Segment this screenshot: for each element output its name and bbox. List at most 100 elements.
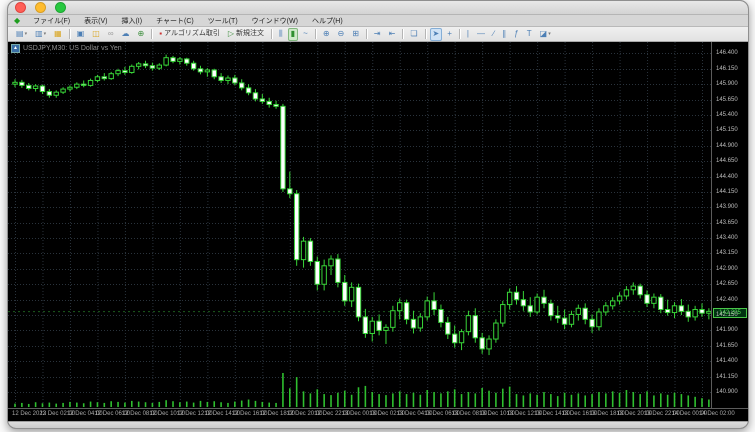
time-tick-label: 13 Dec 10:00 — [479, 411, 515, 417]
time-tick-label: 12 Dec 02:00 — [39, 411, 76, 417]
candle — [300, 236, 307, 268]
channel-button[interactable]: ∥ — [499, 28, 509, 41]
candle — [410, 310, 417, 334]
candle — [266, 97, 272, 108]
symbol-icon: ▲ — [11, 44, 20, 53]
candle — [664, 299, 671, 316]
menu-item-chart[interactable]: チャート(C) — [156, 17, 194, 25]
candle — [26, 82, 32, 91]
candle — [170, 55, 176, 64]
candle — [108, 71, 114, 80]
line-chart-button[interactable]: ~ — [300, 28, 311, 41]
titlebar[interactable] — [8, 1, 748, 15]
chart-panel[interactable]: ▲ USDJPY,M30: US Dollar vs Yen 142.205 1… — [8, 42, 748, 421]
dropdown-caret-icon[interactable]: ▾ — [24, 31, 28, 37]
web-button[interactable]: ⊕ — [135, 28, 148, 41]
horizontal-line-button[interactable]: — — [474, 28, 488, 41]
menu-item-window[interactable]: ウインドウ(W) — [251, 17, 298, 25]
menu-item-help[interactable]: ヘルプ(H) — [311, 17, 343, 25]
algo-trading-icon: ▪ — [159, 29, 163, 38]
candle — [67, 85, 73, 92]
auto-scroll-button[interactable]: ⇥ — [371, 28, 384, 41]
candle — [369, 316, 375, 342]
cursor-button[interactable]: ➤ — [429, 27, 443, 41]
chart-canvas[interactable] — [8, 42, 712, 408]
candle — [451, 325, 458, 348]
candle — [225, 75, 231, 85]
price-tick-label: 144.400 — [716, 173, 738, 180]
chart-title: ▲ USDJPY,M30: US Dollar vs Yen — [11, 44, 122, 53]
candle — [190, 60, 197, 71]
bar-chart-button[interactable]: ⫼ — [276, 28, 286, 41]
candle — [589, 314, 595, 333]
candle — [555, 305, 561, 324]
connection-button[interactable]: ∞ — [105, 28, 117, 41]
text-icon: T — [526, 29, 532, 38]
candle — [245, 84, 252, 96]
menu-item-insert[interactable]: 挿入(I) — [121, 17, 143, 25]
candle — [115, 68, 121, 77]
candle — [465, 310, 472, 336]
shapes-button[interactable]: ◪ ▾ — [537, 28, 554, 41]
indicators-button[interactable]: ❏ — [407, 28, 420, 41]
chart-shift-button[interactable]: ⇤ — [386, 28, 399, 41]
time-tick-label: 12 Dec 08:00 — [121, 411, 158, 417]
candlestick-icon: ▮ — [290, 29, 296, 38]
candle — [678, 299, 685, 316]
dropdown-caret-icon[interactable]: ▾ — [43, 31, 47, 37]
algo-trading-button[interactable]: ▪ アルゴリズム取引 — [156, 28, 223, 41]
vertical-line-button[interactable]: | — [464, 28, 472, 41]
toolbox-button[interactable]: ◫ — [89, 28, 103, 41]
candlestick-plot[interactable] — [8, 42, 712, 409]
close-window-button[interactable] — [15, 2, 26, 13]
candle — [177, 57, 183, 65]
menu-item-view[interactable]: 表示(V) — [84, 17, 108, 25]
crosshair-button[interactable]: + — [444, 28, 455, 41]
price-tick-label: 143.150 — [716, 250, 738, 257]
cloud-button[interactable]: ☁ — [119, 28, 133, 41]
text-button[interactable]: T — [524, 28, 535, 41]
trendline-button[interactable]: ∕ — [490, 28, 497, 41]
application-window: ◆ ファイル(F) 表示(V) 挿入(I) チャート(C) ツール(T) ウインドウ(W)… — [7, 0, 749, 429]
candle — [506, 288, 513, 310]
candle — [280, 103, 286, 192]
zoom-in-button[interactable]: ⊕ — [320, 28, 333, 41]
market-watch-icon: ▦ — [54, 29, 62, 38]
dropdown-caret-icon[interactable]: ▾ — [548, 31, 551, 37]
candle — [685, 304, 691, 322]
price-tick-label: 141.400 — [716, 358, 738, 365]
tile-windows-button[interactable]: ⊞ — [349, 28, 362, 41]
new-chart-button[interactable]: ▤ ▾ — [13, 28, 30, 41]
candle — [342, 275, 348, 306]
horizontal-line-icon: — — [476, 29, 485, 38]
candle — [163, 54, 169, 67]
zoom-out-button[interactable]: ⊖ — [335, 28, 348, 41]
candle — [259, 94, 266, 104]
toolbar-separator — [314, 29, 316, 39]
minimize-window-button[interactable] — [35, 2, 46, 13]
candle — [390, 305, 396, 332]
candle — [637, 283, 643, 299]
price-axis[interactable]: 142.205 146.400 146.150 145.900 145.650 145.… — [711, 42, 748, 409]
candle — [699, 303, 705, 317]
metatrader-logo-icon: ◆ — [14, 16, 21, 25]
time-tick-label: 13 Dec 18:00 — [589, 411, 625, 417]
data-window-button[interactable]: ▣ — [74, 28, 88, 41]
candle — [630, 282, 636, 295]
candle — [335, 254, 341, 288]
menu-item-tools[interactable]: ツール(T) — [207, 17, 238, 25]
profiles-button[interactable]: ▥ ▾ — [32, 28, 49, 41]
market-watch-button[interactable]: ▦ — [51, 28, 65, 41]
time-axis[interactable]: 12 Dec 2023 12 Dec 02:00 12 Dec 04:00 12 De… — [8, 408, 748, 421]
toolbar-separator — [424, 29, 426, 39]
zoom-window-button[interactable] — [55, 2, 66, 13]
new-order-button[interactable]: ▷ 新規注文 — [225, 28, 267, 41]
menu-item-file[interactable]: ファイル(F) — [33, 17, 71, 25]
toolbar-separator — [151, 29, 153, 39]
candle — [46, 89, 53, 98]
candlestick-button[interactable]: ▮ — [287, 27, 299, 41]
price-tick-label: 145.400 — [716, 111, 738, 118]
fibonacci-button[interactable]: ƒ — [511, 28, 521, 41]
auto-scroll-icon: ⇥ — [373, 29, 381, 38]
candle — [403, 299, 410, 325]
